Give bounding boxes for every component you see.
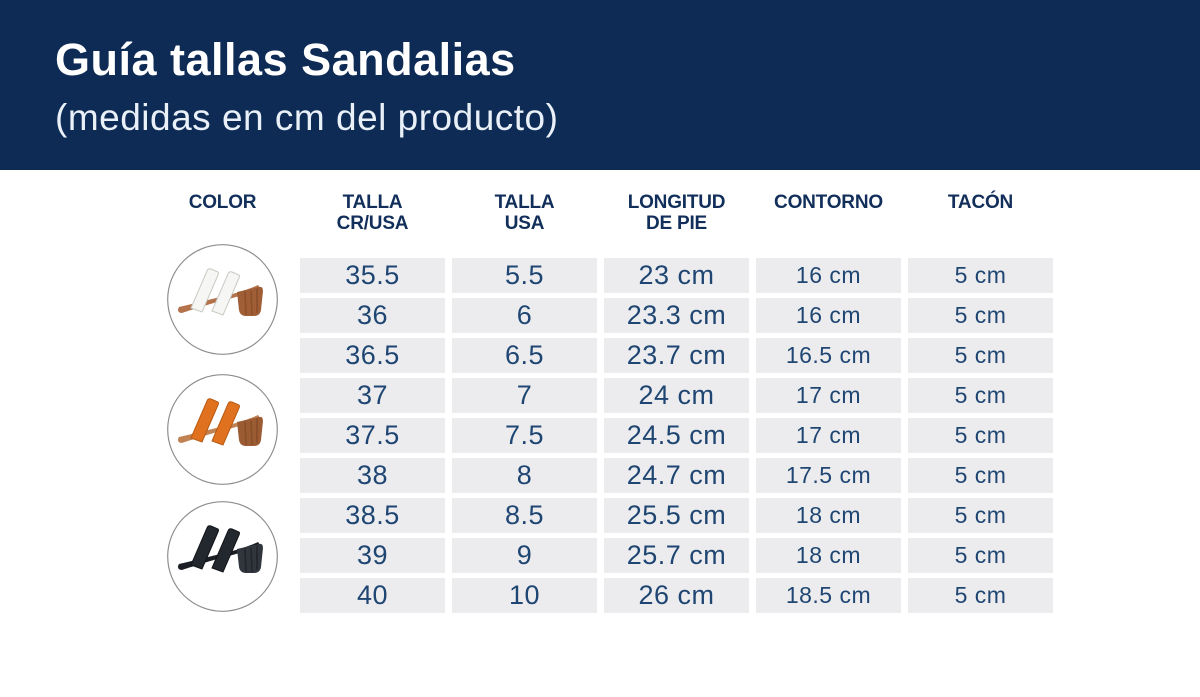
- size-table: 35.5 5.5 23 cm 16 cm 5 cm 36 6 23.3 cm 1…: [300, 258, 1053, 613]
- table-cell: 5 cm: [908, 258, 1053, 293]
- table-cell: 18 cm: [756, 498, 901, 533]
- column-header-tacon: TACÓN: [908, 192, 1053, 234]
- table-cell: 5 cm: [908, 418, 1053, 453]
- table-cell: 8.5: [452, 498, 597, 533]
- table-cell: 5 cm: [908, 578, 1053, 613]
- table-cell: 38.5: [300, 498, 445, 533]
- table-cell: 16.5 cm: [756, 338, 901, 373]
- table-cell: 24 cm: [604, 378, 749, 413]
- column-header-longitud-de-pie: LONGITUD DE PIE: [604, 192, 749, 234]
- table-cell: 36: [300, 298, 445, 333]
- table-cell: 26 cm: [604, 578, 749, 613]
- table-cell: 25.7 cm: [604, 538, 749, 573]
- table-cell: 37.5: [300, 418, 445, 453]
- sandal-heel: [237, 286, 263, 316]
- column-header-line: TALLA: [342, 192, 403, 213]
- sandal-straps: [190, 268, 240, 316]
- column-header-talla-cr-usa: TALLA CR/USA: [300, 192, 445, 234]
- table-cell: 24.7 cm: [604, 458, 749, 493]
- table-cell: 38: [300, 458, 445, 493]
- table-cell: 24.5 cm: [604, 418, 749, 453]
- header-band: Guía tallas Sandalias (medidas en cm del…: [0, 0, 1200, 170]
- column-header-line: CONTORNO: [774, 192, 883, 213]
- orange-sandal-photo: [167, 374, 278, 485]
- table-cell: 5 cm: [908, 498, 1053, 533]
- table-column-headers: TALLA CR/USA TALLA USA LONGITUD DE PIE C…: [300, 192, 1053, 234]
- table-cell: 5 cm: [908, 338, 1053, 373]
- heel-wood-grain: [244, 545, 258, 572]
- table-cell: 8: [452, 458, 597, 493]
- column-header-line: COLOR: [188, 192, 257, 213]
- table-cell: 39: [300, 538, 445, 573]
- column-header-contorno: CONTORNO: [756, 192, 901, 234]
- column-header-line: USA: [504, 213, 545, 234]
- table-cell: 40: [300, 578, 445, 613]
- table-cell: 5.5: [452, 258, 597, 293]
- black-sandal-photo: [167, 501, 278, 612]
- table-cell: 35.5: [300, 258, 445, 293]
- heel-wood-grain: [244, 288, 258, 315]
- table-cell: 10: [452, 578, 597, 613]
- table-cell: 17 cm: [756, 418, 901, 453]
- table-cell: 6: [452, 298, 597, 333]
- page-title: Guía tallas Sandalias: [55, 34, 516, 85]
- table-cell: 36.5: [300, 338, 445, 373]
- page-subtitle: (medidas en cm del producto): [55, 97, 559, 138]
- table-cell: 17 cm: [756, 378, 901, 413]
- column-header-line: TALLA: [494, 192, 555, 213]
- table-cell: 7.5: [452, 418, 597, 453]
- sandal-straps: [190, 525, 240, 573]
- column-header-line: LONGITUD: [627, 192, 726, 213]
- table-cell: 5 cm: [908, 458, 1053, 493]
- column-header-line: DE PIE: [645, 213, 708, 234]
- sandal-heel: [237, 543, 263, 573]
- white-sandal-photo: [167, 244, 278, 355]
- table-cell: 7: [452, 378, 597, 413]
- table-cell: 16 cm: [756, 298, 901, 333]
- heel-wood-grain: [244, 418, 258, 445]
- table-cell: 16 cm: [756, 258, 901, 293]
- table-cell: 25.5 cm: [604, 498, 749, 533]
- table-cell: 18 cm: [756, 538, 901, 573]
- column-header-talla-usa: TALLA USA: [452, 192, 597, 234]
- table-cell: 6.5: [452, 338, 597, 373]
- table-cell: 23 cm: [604, 258, 749, 293]
- column-header-line: CR/USA: [336, 213, 409, 234]
- table-cell: 5 cm: [908, 378, 1053, 413]
- table-cell: 23.7 cm: [604, 338, 749, 373]
- table-cell: 23.3 cm: [604, 298, 749, 333]
- column-header-line: TACÓN: [947, 192, 1014, 213]
- table-cell: 37: [300, 378, 445, 413]
- table-cell: 5 cm: [908, 298, 1053, 333]
- table-cell: 17.5 cm: [756, 458, 901, 493]
- sandal-heel: [237, 416, 263, 446]
- column-header-color: COLOR: [166, 192, 279, 213]
- table-cell: 18.5 cm: [756, 578, 901, 613]
- table-cell: 5 cm: [908, 538, 1053, 573]
- table-cell: 9: [452, 538, 597, 573]
- sandal-straps: [190, 398, 240, 446]
